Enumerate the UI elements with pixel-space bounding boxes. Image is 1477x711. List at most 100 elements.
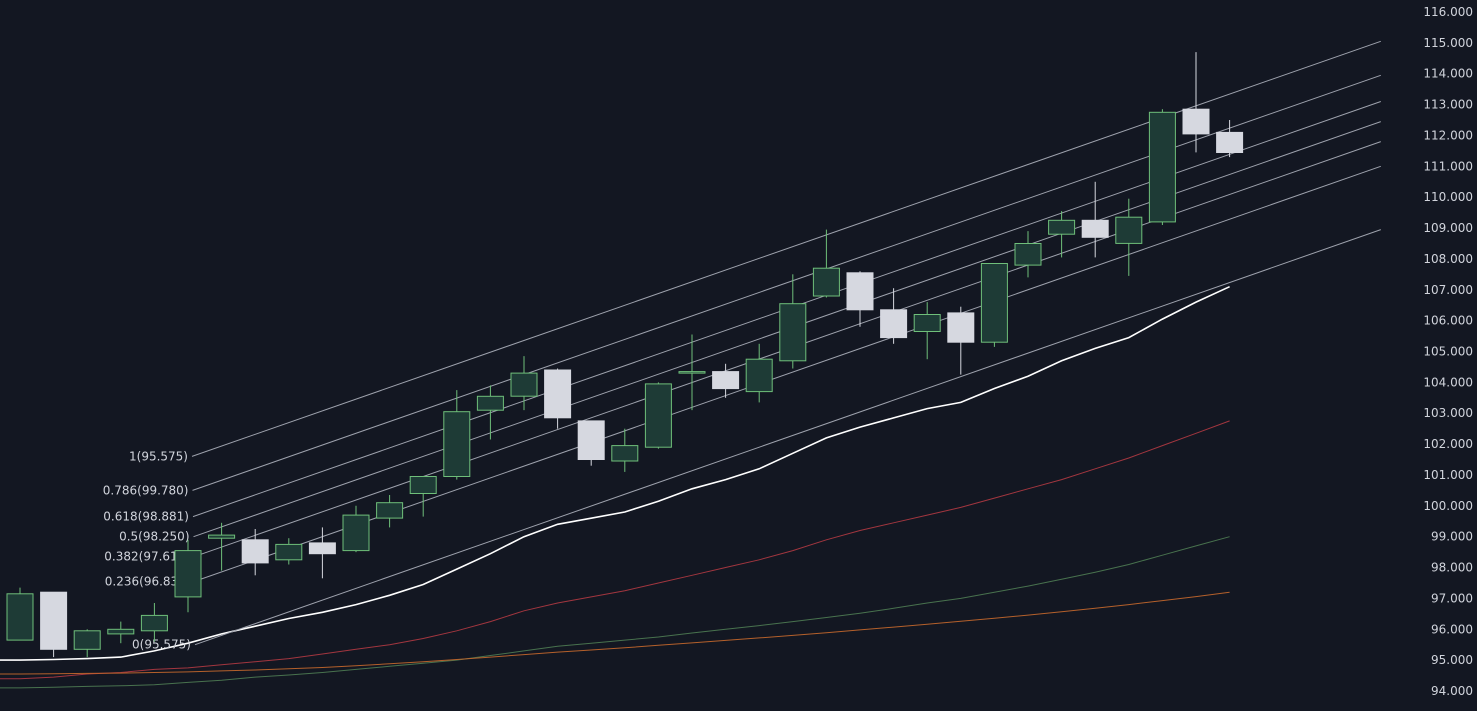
- candle: [174, 539, 202, 613]
- candle: [409, 476, 437, 517]
- fib-level-label: 0.236(96.837): [105, 574, 191, 588]
- candle-body: [140, 614, 168, 632]
- candle: [107, 621, 135, 644]
- candle-body: [745, 358, 773, 393]
- candle: [6, 587, 34, 641]
- candle-body: [73, 630, 101, 650]
- price-tick-label: 116.000: [1423, 5, 1473, 19]
- candle: [544, 368, 572, 429]
- price-tick-label: 100.000: [1423, 499, 1473, 513]
- candle-body: [880, 309, 908, 339]
- candle: [40, 591, 68, 658]
- price-tick-label: 112.000: [1423, 129, 1473, 143]
- moving-average-line-2: [0, 420, 1230, 680]
- candle: [308, 527, 336, 579]
- candle-body: [1148, 111, 1176, 223]
- candle: [745, 343, 773, 403]
- candle: [980, 263, 1008, 347]
- price-tick-label: 113.000: [1423, 98, 1473, 112]
- price-axis: 94.000 95.000 96.000 97.000 98.000 99.000 100.…: [1423, 5, 1473, 698]
- price-tick-label: 101.000: [1423, 468, 1473, 482]
- candle-body: [1014, 243, 1042, 266]
- candle-body: [577, 420, 605, 460]
- candle-body: [913, 314, 941, 332]
- candle: [1216, 120, 1244, 158]
- candle: [73, 629, 101, 658]
- price-tick-label: 99.000: [1431, 530, 1473, 544]
- candle-body: [342, 514, 370, 552]
- candle-body: [1115, 216, 1143, 244]
- price-tick-label: 108.000: [1423, 252, 1473, 266]
- candle: [812, 229, 840, 298]
- candle-body: [1216, 131, 1244, 153]
- candle-body: [376, 502, 404, 519]
- candle: [1148, 109, 1176, 225]
- moving-average-line-3: [0, 536, 1230, 689]
- fib-level-line[interactable]: [194, 229, 1381, 646]
- candle-body: [443, 411, 471, 478]
- candle-body: [644, 383, 672, 448]
- price-tick-label: 97.000: [1431, 591, 1473, 605]
- candle: [644, 382, 672, 449]
- candle-body: [712, 371, 740, 390]
- fib-level-label: 0.618(98.881): [103, 510, 189, 524]
- candle: [1014, 231, 1042, 278]
- candle: [1182, 52, 1210, 153]
- price-tick-label: 110.000: [1423, 190, 1473, 204]
- candle-body: [1081, 219, 1109, 238]
- candle: [712, 363, 740, 398]
- candle-body: [241, 539, 269, 564]
- fib-level-label: 0(95.575): [132, 638, 191, 652]
- fib-level-line[interactable]: [192, 74, 1381, 491]
- fib-level-label: 0.382(97.618): [104, 550, 190, 564]
- candle-body: [947, 312, 975, 343]
- candle: [476, 385, 504, 440]
- candle-body: [409, 476, 437, 494]
- price-tick-label: 114.000: [1423, 67, 1473, 81]
- candle-body: [544, 369, 572, 419]
- candle-body: [510, 372, 538, 397]
- price-tick-label: 103.000: [1423, 406, 1473, 420]
- candle-body: [208, 534, 236, 539]
- candle: [275, 538, 303, 565]
- candle-body: [308, 542, 336, 555]
- price-tick-label: 109.000: [1423, 221, 1473, 235]
- candle: [779, 274, 807, 369]
- fib-level-label: 0.5(98.250): [119, 530, 189, 544]
- moving-averages: [0, 285, 1230, 689]
- candle-body: [476, 395, 504, 411]
- price-tick-label: 105.000: [1423, 345, 1473, 359]
- candle-body: [678, 371, 706, 374]
- candle-body: [611, 445, 639, 462]
- price-tick-label: 111.000: [1423, 159, 1473, 173]
- candle-body: [275, 543, 303, 561]
- fib-level-label: 0.786(99.780): [103, 483, 189, 497]
- candle-body: [174, 550, 202, 598]
- price-tick-label: 98.000: [1431, 561, 1473, 575]
- candle-body: [1048, 219, 1076, 235]
- candle: [846, 271, 874, 327]
- candle-body: [779, 303, 807, 362]
- price-tick-label: 104.000: [1423, 375, 1473, 389]
- candle-body: [6, 593, 34, 641]
- price-tick-label: 95.000: [1431, 653, 1473, 667]
- candle-body: [980, 263, 1008, 343]
- candle: [1048, 211, 1076, 258]
- candle: [376, 495, 404, 528]
- candle: [947, 306, 975, 375]
- candlesticks: [6, 52, 1244, 658]
- price-tick-label: 106.000: [1423, 314, 1473, 328]
- candle-body: [40, 591, 68, 650]
- candle-body: [107, 628, 135, 635]
- candle: [241, 529, 269, 576]
- candle-body: [846, 272, 874, 311]
- fib-level-label: 1(95.575): [129, 449, 188, 463]
- candle: [443, 390, 471, 480]
- price-tick-label: 94.000: [1431, 684, 1473, 698]
- price-tick-label: 102.000: [1423, 437, 1473, 451]
- candle: [678, 334, 706, 411]
- moving-average-line-1: [0, 285, 1230, 661]
- price-tick-label: 107.000: [1423, 283, 1473, 297]
